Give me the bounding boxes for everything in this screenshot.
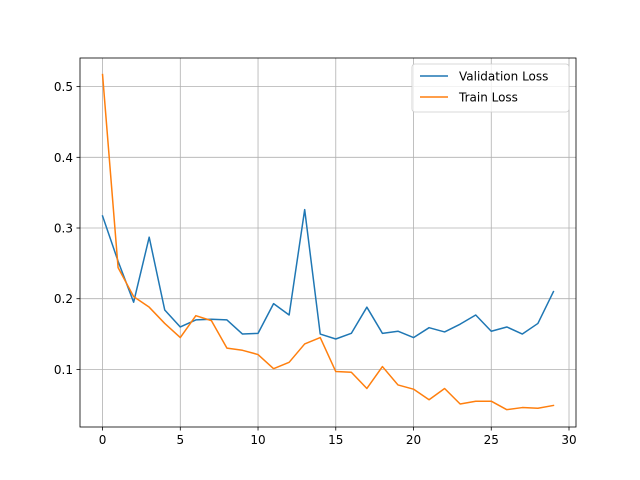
series-line-validation-loss <box>101 208 555 340</box>
y-tick-label-3: 0.4 <box>54 151 73 165</box>
axes: 0 5 10 15 20 25 30 0.1 0.2 0.3 0.4 0.5 <box>54 57 577 447</box>
x-tick-label-6: 30 <box>561 433 576 447</box>
x-tick-label-5: 25 <box>484 433 499 447</box>
y-tick-label-4: 0.5 <box>54 80 73 94</box>
legend-box <box>411 63 570 113</box>
legend-label-validation-loss: Validation Loss <box>459 70 548 84</box>
x-tick-label-0: 0 <box>99 433 107 447</box>
series-line-train-loss <box>101 73 555 411</box>
plot-frame <box>79 57 577 428</box>
x-tick-label-1: 5 <box>176 433 184 447</box>
legend: Validation Loss Train Loss <box>411 63 570 113</box>
grid-lines <box>80 58 576 427</box>
y-tick-label-2: 0.3 <box>54 222 73 236</box>
legend-label-train-loss: Train Loss <box>458 91 518 105</box>
x-tick-label-4: 20 <box>406 433 421 447</box>
x-tick-label-3: 15 <box>328 433 343 447</box>
series-lines <box>101 73 555 411</box>
y-tick-label-1: 0.2 <box>54 292 73 306</box>
x-tick-label-2: 10 <box>250 433 265 447</box>
y-tick-label-0: 0.1 <box>54 363 73 377</box>
